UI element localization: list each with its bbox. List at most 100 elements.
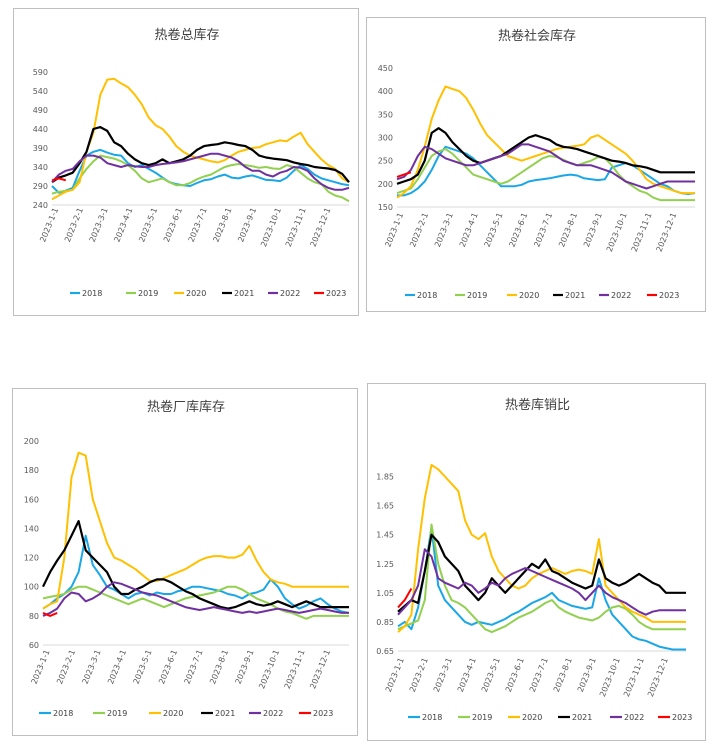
y-tick-label: 1.85	[376, 473, 394, 482]
x-tick-label: 2023-10-1	[257, 648, 281, 690]
x-tick-label: 2023-6-1	[162, 206, 184, 243]
legend-label-2022: 2022	[624, 713, 644, 722]
x-tick-label: 2023-1-1	[30, 648, 52, 685]
x-tick-label: 2023-9-1	[576, 656, 598, 693]
x-tick-label: 2023-2-1	[408, 211, 430, 248]
x-tick-label: 2023-9-1	[582, 211, 604, 248]
y-tick-label: 200	[24, 437, 39, 446]
y-tick-label: 350	[378, 110, 393, 119]
y-tick-label: 80	[29, 612, 39, 621]
y-tick-label: 180	[24, 466, 39, 475]
series-line-2019	[396, 148, 695, 202]
x-tick-label: 2023-7-1	[532, 211, 554, 248]
legend-label-2018: 2018	[417, 291, 437, 300]
y-tick-label: 0.85	[376, 618, 394, 627]
series-line-2018	[397, 526, 686, 651]
legend-label-2023: 2023	[313, 709, 333, 718]
x-tick-label: 2023-3-1	[88, 206, 110, 243]
x-tick-label: 2023-10-1	[598, 656, 622, 698]
y-tick-label: 540	[33, 87, 48, 96]
series-line-2023	[397, 587, 413, 609]
x-tick-label: 2023-8-1	[552, 656, 574, 693]
chart-title: 热卷社会库存	[498, 28, 576, 44]
series-line-2022	[397, 548, 686, 616]
series-line-2021	[397, 533, 686, 613]
x-tick-label: 2023-8-1	[557, 211, 579, 248]
legend-label-2023: 2023	[672, 713, 692, 722]
x-tick-label: 2023-8-1	[208, 648, 230, 685]
legend-label-2018: 2018	[82, 289, 102, 298]
x-tick-label: 2023-3-1	[81, 648, 103, 685]
y-tick-label: 440	[33, 125, 48, 134]
y-tick-label: 250	[378, 157, 393, 166]
x-tick-label: 2023-1-1	[383, 211, 405, 248]
y-tick-label: 240	[33, 201, 48, 210]
legend-label-2019: 2019	[467, 291, 487, 300]
x-tick-label: 2023-8-1	[212, 206, 234, 243]
y-tick-label: 1.25	[376, 560, 394, 569]
legend-label-2018: 2018	[422, 713, 442, 722]
legend-label-2021: 2021	[565, 291, 585, 300]
legend-label-2023: 2023	[659, 291, 679, 300]
chart-panel-total-inventory: 热卷总库存 240 290 340 390 440 490 540 590 2023-1-1 202…	[13, 8, 359, 316]
x-tick-label: 2023-6-1	[157, 648, 179, 685]
y-tick-label: 100	[24, 583, 39, 592]
x-tick-label: 2023-5-1	[480, 656, 502, 693]
series-line-2018	[51, 148, 350, 194]
y-tick-label: 200	[378, 180, 393, 189]
y-tick-label: 490	[33, 106, 48, 115]
legend-label-2021: 2021	[215, 709, 235, 718]
legend-label-2021: 2021	[572, 713, 592, 722]
legend-label-2019: 2019	[107, 709, 127, 718]
legend-label-2019: 2019	[472, 713, 492, 722]
legend-label-2020: 2020	[519, 291, 539, 300]
x-tick-label: 2023-3-1	[433, 211, 455, 248]
legend-label-2021: 2021	[234, 289, 254, 298]
x-tick-label: 2023-4-1	[113, 206, 135, 243]
series-line-2023	[42, 611, 58, 617]
series-line-2020	[51, 77, 350, 201]
y-tick-label: 140	[24, 524, 39, 533]
x-tick-label: 2023-6-1	[507, 211, 529, 248]
x-tick-label: 2023-3-1	[432, 656, 454, 693]
y-tick-label: 1.65	[376, 502, 394, 511]
y-tick-label: 450	[378, 64, 393, 73]
x-tick-label: 2023-10-1	[605, 211, 629, 253]
series-line-2022	[396, 143, 695, 190]
chart-title: 热卷总库存	[154, 27, 219, 43]
legend-label-2022: 2022	[611, 291, 631, 300]
y-tick-label: 60	[29, 641, 39, 650]
y-tick-label: 300	[378, 134, 393, 143]
series-line-2022	[42, 581, 349, 617]
x-tick-label: 2023-11-1	[283, 648, 307, 690]
series-line-2021	[51, 125, 350, 184]
x-tick-label: 2023-11-1	[622, 656, 646, 698]
y-tick-label: 290	[33, 182, 48, 191]
series-line-2019	[51, 154, 350, 203]
x-tick-label: 2023-7-1	[528, 656, 550, 693]
x-tick-label: 2023-5-1	[483, 211, 505, 248]
series-line-2021	[396, 127, 695, 185]
legend-label-2022: 2022	[280, 289, 300, 298]
x-tick-label: 2023-4-1	[106, 648, 128, 685]
x-tick-label: 2023-11-1	[284, 206, 308, 248]
x-tick-label: 2023-12-1	[308, 648, 332, 690]
y-tick-label: 0.65	[376, 647, 394, 656]
y-tick-label: 340	[33, 163, 48, 172]
legend-label-2020: 2020	[186, 289, 206, 298]
x-tick-label: 2023-9-1	[234, 648, 256, 685]
series-line-2018	[397, 145, 696, 197]
x-tick-label: 2023-2-1	[63, 206, 85, 243]
x-tick-label: 2023-12-1	[655, 211, 679, 253]
series-line-2023	[396, 171, 412, 178]
x-tick-label: 2023-7-1	[187, 206, 209, 243]
x-tick-label: 2023-6-1	[504, 656, 526, 693]
x-tick-label: 2023-10-1	[259, 206, 283, 248]
y-tick-label: 120	[24, 554, 39, 563]
x-tick-label: 2023-7-1	[183, 648, 205, 685]
x-tick-label: 2023-5-1	[137, 206, 159, 243]
x-tick-label: 2023-9-1	[236, 206, 258, 243]
